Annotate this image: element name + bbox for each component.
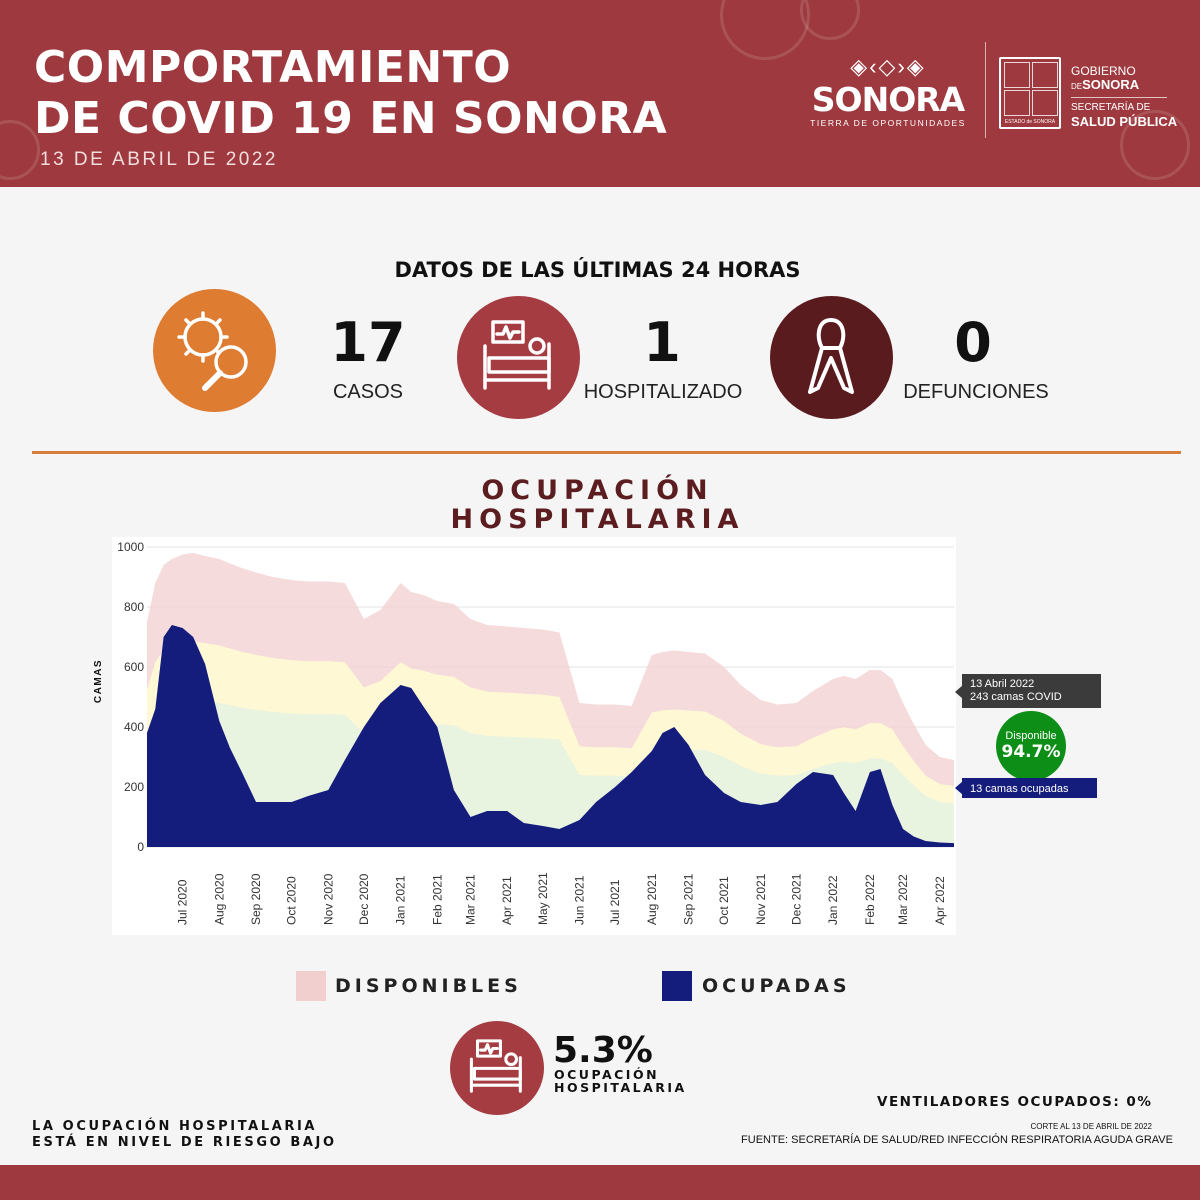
chart-title: OCUPACIÓN HOSPITALARIA bbox=[0, 476, 1195, 534]
gov-line-2-prefix: DE bbox=[1071, 82, 1083, 91]
x-tick-label: Apr 2022 bbox=[933, 876, 947, 925]
hospital-bed-icon bbox=[483, 320, 551, 390]
x-tick-label: May 2021 bbox=[536, 872, 550, 925]
risk-line-2: ESTÁ EN NIVEL DE RIESGO BAJO bbox=[32, 1135, 337, 1150]
ribbon-icon bbox=[808, 318, 854, 394]
government-logo: GOBIERNO DESONORA SECRETARÍA DE SALUD PÚ… bbox=[1071, 64, 1177, 129]
x-tick-label: Jul 2021 bbox=[608, 879, 622, 925]
chart-title-line-2: HOSPITALARIA bbox=[450, 504, 745, 535]
hospitalized-circle bbox=[457, 296, 580, 419]
virus-magnifier-icon bbox=[177, 311, 248, 391]
hospitalized-value: 1 bbox=[643, 311, 681, 374]
occupancy-label-line-1: OCUPACIÓN bbox=[554, 1067, 660, 1082]
legend-swatch-occupied bbox=[662, 971, 692, 1001]
x-tick-label: Apr 2021 bbox=[500, 876, 514, 925]
x-tick-label: Sep 2020 bbox=[249, 873, 263, 925]
gov-line-3: SECRETARÍA DE bbox=[1071, 102, 1151, 113]
footer-bar bbox=[0, 1165, 1200, 1200]
occupancy-percentage: 5.3% bbox=[553, 1030, 653, 1071]
sonora-logo: ◈‹◇›◈ SONORA TIERRA DE OPORTUNIDADES bbox=[805, 52, 971, 128]
available-title: Disponible bbox=[1005, 730, 1056, 742]
seal-caption: ESTADO de SONORA bbox=[1004, 119, 1056, 125]
sonora-logo-name: SONORA bbox=[811, 80, 965, 119]
deaths-label: DEFUNCIONES bbox=[903, 381, 1049, 403]
x-tick-label: Aug 2020 bbox=[212, 873, 226, 925]
x-tick-label: Aug 2021 bbox=[645, 873, 659, 925]
y-tick-label: 1000 bbox=[117, 540, 144, 554]
title-line-1: COMPORTAMIENTO bbox=[34, 42, 512, 93]
sonora-pattern-icon: ◈‹◇›◈ bbox=[850, 54, 926, 79]
x-tick-label: Oct 2020 bbox=[285, 876, 299, 925]
cutoff-date: CORTE AL 13 DE ABRIL DE 2022 bbox=[1030, 1122, 1152, 1131]
cases-circle bbox=[153, 289, 276, 412]
last-24h-heading: DATOS DE LAS ÚLTIMAS 24 HORAS bbox=[394, 258, 801, 282]
legend-swatch-available bbox=[296, 971, 326, 1001]
annotation-covid-beds: 243 camas COVID bbox=[970, 691, 1062, 703]
annotation-date: 13 Abril 2022 bbox=[970, 678, 1034, 690]
x-tick-label: Nov 2020 bbox=[321, 873, 335, 925]
hospitalized-label: HOSPITALIZADO bbox=[583, 381, 743, 403]
y-tick-label: 400 bbox=[124, 720, 144, 734]
gov-line-1: GOBIERNO bbox=[1071, 64, 1136, 78]
sonora-logo-tagline: TIERRA DE OPORTUNIDADES bbox=[810, 118, 966, 128]
x-tick-label: Mar 2022 bbox=[896, 874, 910, 925]
x-tick-label: Feb 2022 bbox=[863, 874, 877, 925]
x-tick-label: Feb 2021 bbox=[430, 874, 444, 925]
report-date: 13 DE ABRIL DE 2022 bbox=[40, 149, 278, 170]
x-tick-label: Dec 2020 bbox=[357, 873, 371, 925]
risk-level-text: LA OCUPACIÓN HOSPITALARIA ESTÁ EN NIVEL … bbox=[32, 1119, 337, 1151]
state-seal-icon: ESTADO de SONORA bbox=[999, 57, 1061, 129]
x-tick-label: Sep 2021 bbox=[682, 873, 696, 925]
x-tick-label: Jul 2020 bbox=[176, 879, 190, 925]
available-badge: Disponible 94.7% bbox=[996, 711, 1066, 781]
x-tick-label: Jun 2021 bbox=[573, 875, 587, 925]
virus-decoration-icon bbox=[1120, 110, 1190, 180]
y-tick-label: 200 bbox=[124, 780, 144, 794]
x-tick-label: Jan 2021 bbox=[394, 875, 408, 925]
legend-label-occupied: OCUPADAS bbox=[702, 975, 851, 997]
page-title: COMPORTAMIENTO DE COVID 19 EN SONORA bbox=[34, 42, 667, 144]
cases-value: 17 bbox=[330, 311, 406, 374]
header-divider bbox=[985, 42, 986, 138]
section-divider bbox=[32, 451, 1181, 454]
annotation-occupied: 13 camas ocupadas bbox=[970, 783, 1069, 795]
legend-label-available: DISPONIBLES bbox=[335, 975, 522, 997]
occupancy-circle bbox=[450, 1021, 544, 1115]
chart-title-line-1: OCUPACIÓN bbox=[481, 475, 714, 506]
x-tick-label: Jan 2022 bbox=[826, 875, 840, 925]
occupancy-label: OCUPACIÓN HOSPITALARIA bbox=[554, 1068, 687, 1094]
available-pct: 94.7% bbox=[1002, 742, 1061, 762]
gov-line-4: SALUD PÚBLICA bbox=[1071, 114, 1178, 129]
header-banner: COMPORTAMIENTO DE COVID 19 EN SONORA 13 … bbox=[0, 0, 1200, 187]
cases-label: CASOS bbox=[332, 381, 404, 403]
ventilators-occupied: VENTILADORES OCUPADOS: 0% bbox=[877, 1094, 1153, 1110]
occupancy-label-line-2: HOSPITALARIA bbox=[554, 1080, 687, 1095]
gov-line-2: SONORA bbox=[1082, 77, 1140, 92]
risk-line-1: LA OCUPACIÓN HOSPITALARIA bbox=[32, 1119, 318, 1134]
y-tick-label: 800 bbox=[124, 600, 144, 614]
y-axis-label: CAMAS bbox=[93, 659, 104, 703]
occupied-annotation: 13 camas ocupadas bbox=[955, 778, 1097, 798]
deaths-value: 0 bbox=[954, 311, 992, 374]
x-tick-label: Dec 2021 bbox=[789, 873, 803, 925]
x-tick-label: Oct 2021 bbox=[717, 876, 731, 925]
deaths-circle bbox=[770, 296, 893, 419]
title-line-2: DE COVID 19 EN SONORA bbox=[34, 93, 668, 144]
y-tick-label: 0 bbox=[137, 840, 144, 854]
data-source: FUENTE: SECRETARÍA DE SALUD/RED INFECCIÓ… bbox=[741, 1134, 1173, 1146]
x-tick-label: Mar 2021 bbox=[464, 874, 478, 925]
hospital-bed-icon bbox=[469, 1039, 522, 1093]
x-tick-label: Nov 2021 bbox=[754, 873, 768, 925]
date-annotation: 13 Abril 2022 243 camas COVID bbox=[955, 674, 1101, 708]
series-area-ocupadas bbox=[147, 625, 954, 847]
y-tick-label: 600 bbox=[124, 660, 144, 674]
